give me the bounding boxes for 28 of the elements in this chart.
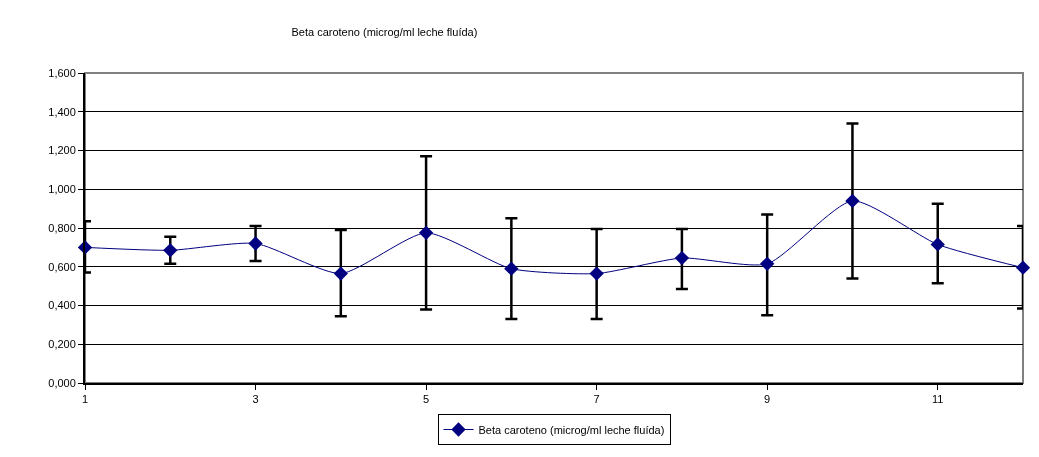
- point: [248, 236, 263, 251]
- y-tick-label: 1,000: [48, 183, 76, 196]
- point: [760, 256, 775, 271]
- y-tick-label: 0,200: [48, 338, 76, 351]
- x-tick-label: 9: [764, 393, 771, 406]
- point: [845, 193, 860, 209]
- y-tick-label: 0,800: [48, 221, 76, 234]
- x-tick-label: 3: [252, 393, 259, 406]
- point: [418, 225, 434, 240]
- chart-title: Beta caroteno (microg/ml leche fluída): [291, 25, 478, 38]
- x-tick-label: 7: [593, 393, 600, 406]
- y-tick-label: 1,200: [48, 144, 76, 157]
- y-tick-label: 0,400: [48, 299, 76, 312]
- point: [589, 266, 604, 281]
- x-tick-label: 11: [932, 393, 944, 406]
- y-tick-label: 0,000: [48, 376, 76, 389]
- point: [504, 261, 519, 276]
- point: [333, 266, 348, 281]
- point: [674, 250, 690, 266]
- point: [163, 243, 178, 258]
- point: [930, 237, 945, 252]
- x-tick-label: 1: [81, 393, 89, 406]
- point: [1015, 260, 1031, 275]
- y-tick-label: 1,600: [48, 66, 76, 79]
- y-tick-label: 0,600: [48, 260, 76, 273]
- x-tick-label: 5: [423, 393, 430, 406]
- legend-label: Beta caroteno (microg/ml leche fluída): [478, 423, 665, 436]
- y-tick-label: 1,400: [48, 105, 76, 118]
